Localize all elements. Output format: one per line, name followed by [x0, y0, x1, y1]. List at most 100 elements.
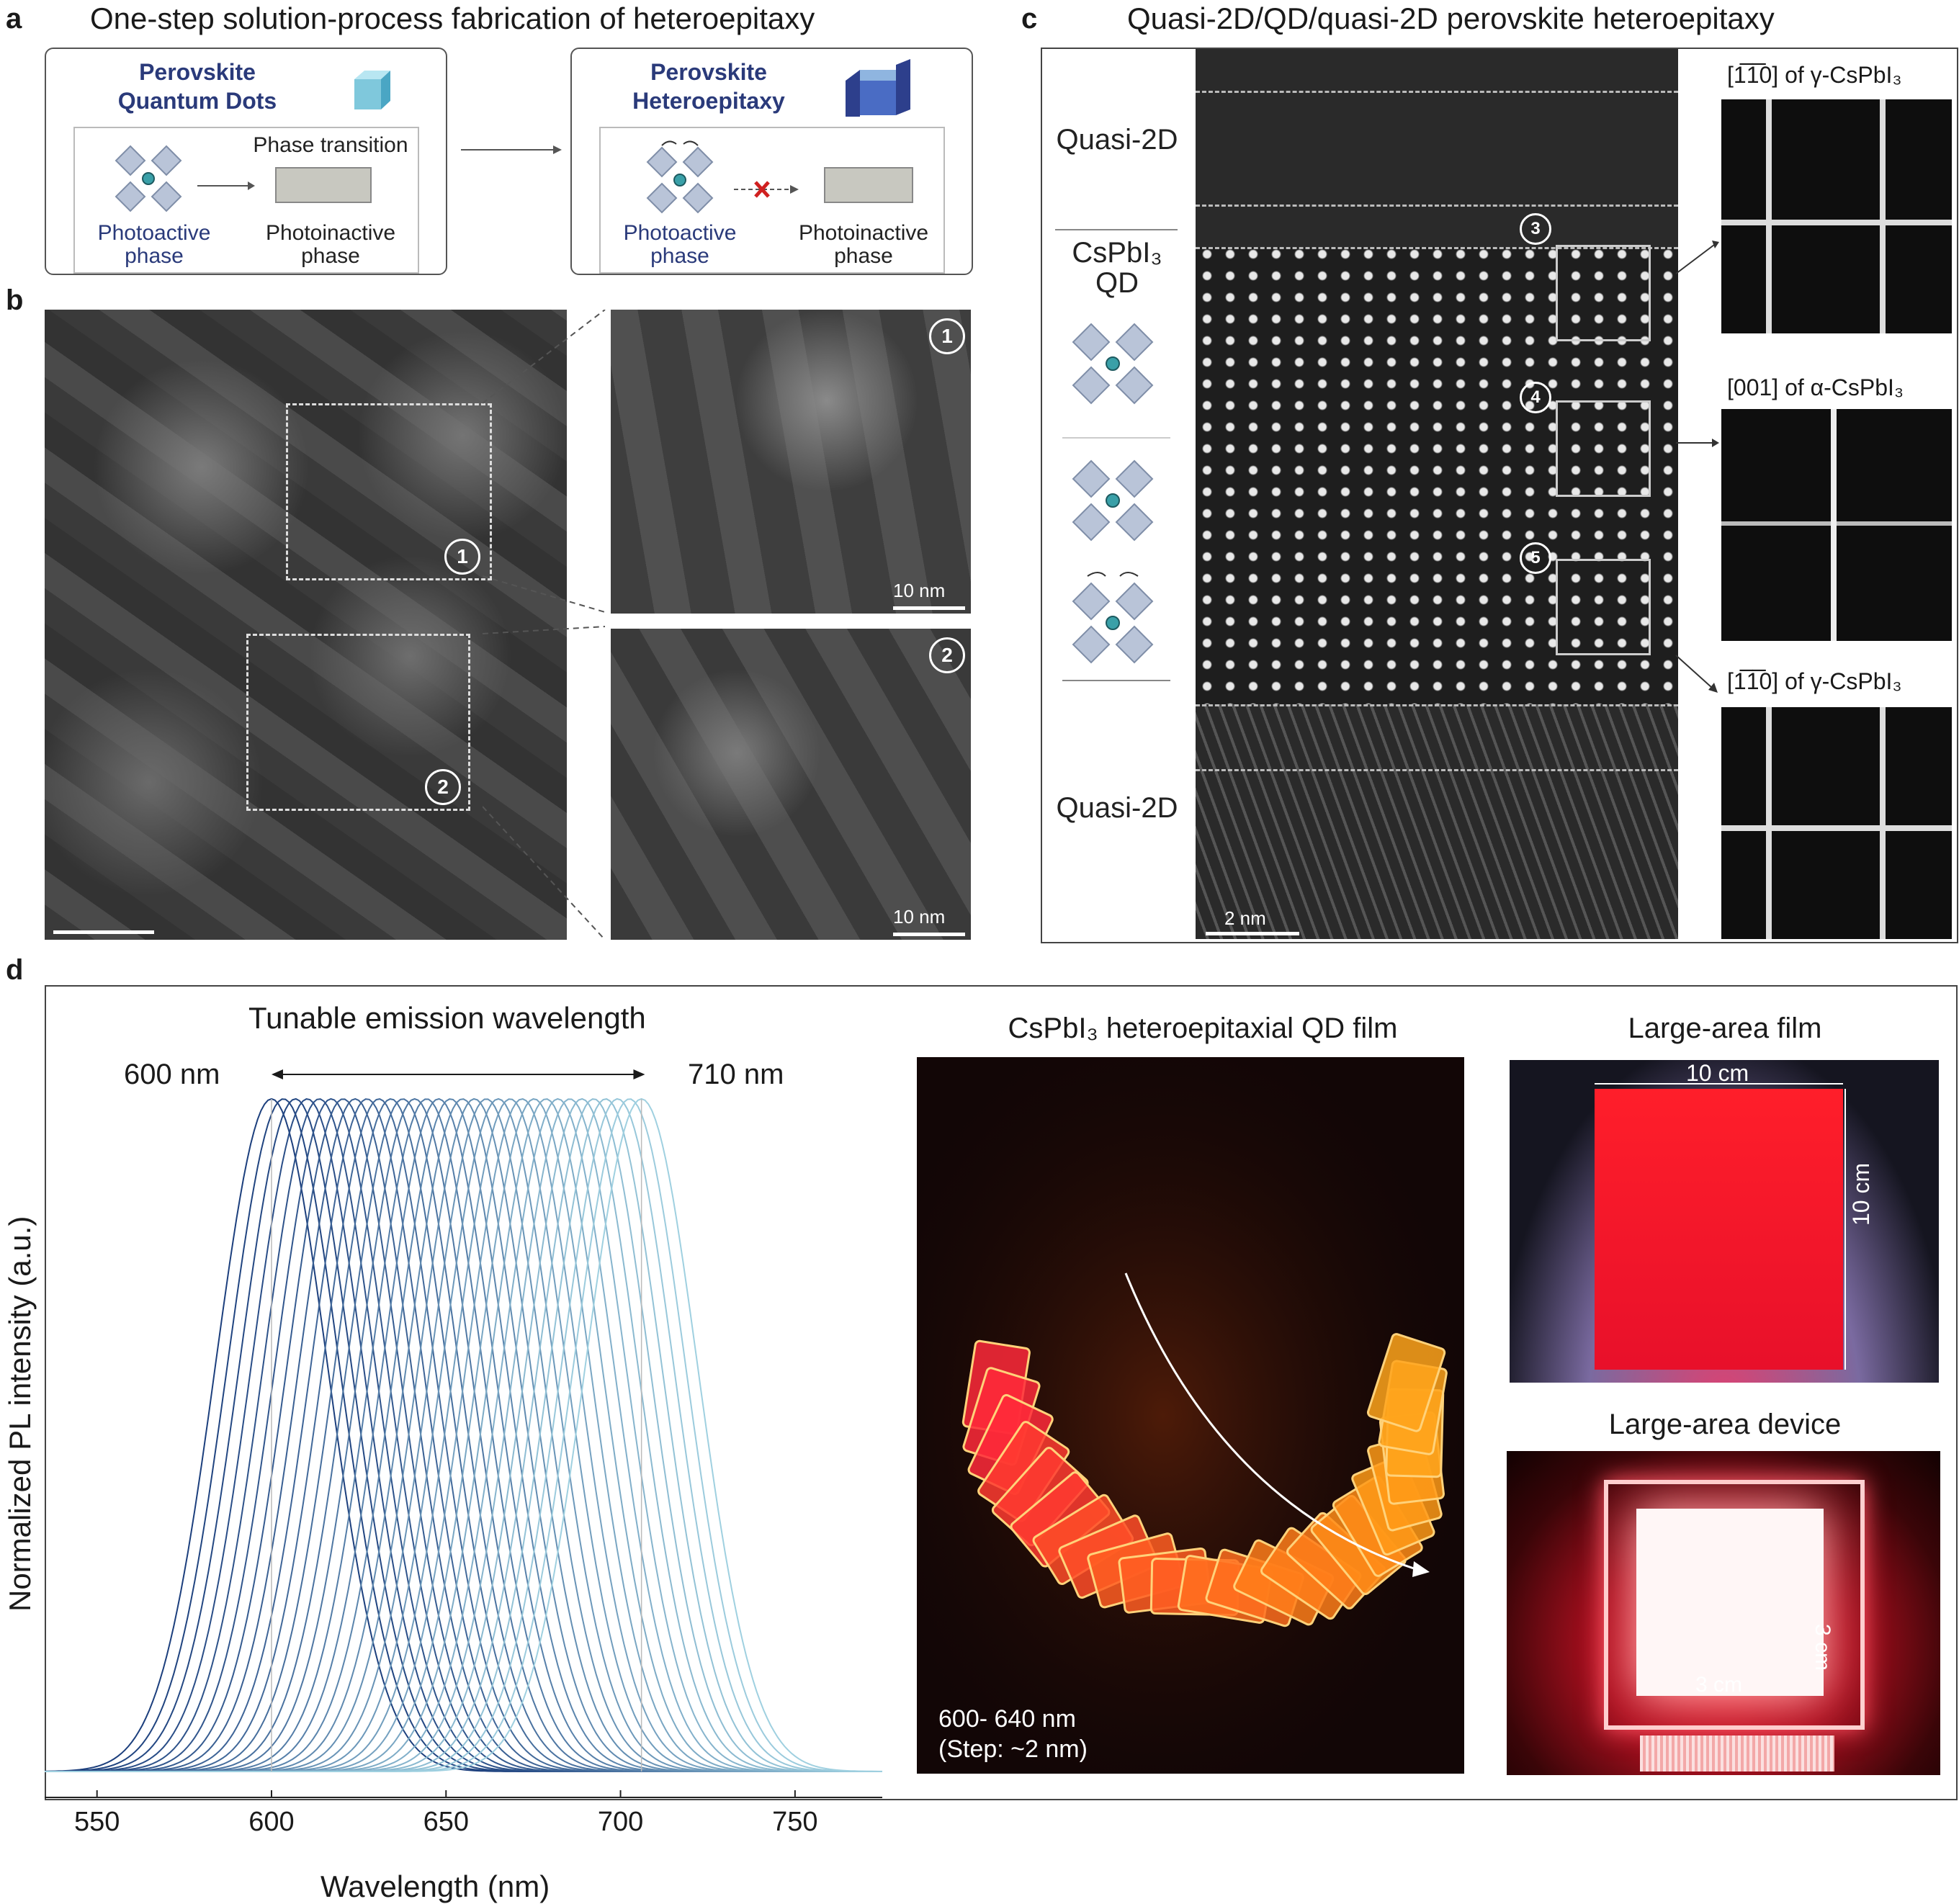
range-arrowhead-left: [271, 1069, 283, 1079]
octahedra-stack-icon: [1062, 310, 1170, 684]
qd-phase-transition: Phase transition: [253, 133, 408, 157]
x-tick-label-700: 700: [598, 1807, 643, 1837]
pl-curve-8: [45, 1097, 882, 1772]
heteroepitaxy-box: Perovskite Heteroepitaxy P: [570, 48, 973, 275]
red-film-square: [1595, 1089, 1843, 1370]
large-film-photo: 10 cm 10 cm: [1510, 1060, 1939, 1383]
pl-chart-svg: 550 600 650 700 750: [44, 985, 882, 1837]
film-photo-title: CsPbI₃ heteroepitaxial QD film: [1008, 1012, 1398, 1044]
hetero-photoactive: Photoactive phase: [608, 222, 752, 268]
qd-photoinactive: Photoinactive phase: [255, 222, 406, 268]
tem-overview-image: 1 2: [45, 310, 567, 940]
fft-inset-1: [1721, 99, 1952, 333]
x-tick-label-600: 600: [248, 1807, 294, 1837]
heteroepitaxy-icon: [838, 59, 918, 120]
fft-inset-3: [1721, 707, 1952, 939]
plot-frame: [45, 985, 879, 1797]
arrow-right-icon: [197, 179, 255, 197]
perovskite-octahedra-icon: [640, 137, 720, 216]
panel-c-title: Quasi-2D/QD/quasi-2D perovskite heteroep…: [1127, 1, 1775, 35]
qd-box: Perovskite Quantum Dots Phase transition…: [45, 48, 447, 275]
marker-5: 5: [1520, 542, 1551, 574]
label-quasi2d-top: Quasi-2D: [1056, 124, 1178, 156]
scale-bar: [893, 606, 965, 610]
divider: [1055, 229, 1178, 230]
qd-inner-frame: Phase transition Photoactive phase Photo…: [73, 127, 419, 274]
film-height-arrow: [1844, 1089, 1846, 1370]
film-tile: [1366, 1333, 1446, 1432]
film-photo: 600- 640 nm (Step: ~2 nm): [917, 1057, 1464, 1774]
film-caption-step: (Step: ~2 nm): [938, 1735, 1088, 1763]
tem-zoom-image-2: 2 10 nm: [611, 629, 971, 940]
inset-label-3: [1̅1̅0] of γ-CsPbI₃: [1727, 668, 1902, 694]
x-tick-label-750: 750: [772, 1807, 817, 1837]
inset-arrows: [1675, 238, 1721, 702]
large-film-title: Large-area film: [1628, 1012, 1822, 1044]
marker-1: 1: [444, 539, 480, 575]
quasi2d-top-region: [1196, 49, 1678, 247]
marker-2: 2: [425, 769, 461, 805]
film-width-arrow: [1595, 1083, 1843, 1085]
dashed-boundary: [1196, 91, 1678, 93]
dashed-boundary: [1196, 247, 1678, 249]
x-tick-label-650: 650: [423, 1807, 469, 1837]
film-width-label: 10 cm: [1686, 1060, 1749, 1086]
device-frame: [1604, 1480, 1865, 1730]
range-arrowhead-right: [633, 1069, 645, 1079]
arrow-right-icon: [461, 143, 562, 161]
inset-label-1: [1̅1̅0] of γ-CsPbI₃: [1727, 62, 1902, 88]
zoom-region-2: [246, 634, 470, 811]
device-width-label: 3 cm: [1695, 1673, 1743, 1697]
marker-1: 1: [929, 318, 965, 354]
panel-a-label: a: [6, 3, 22, 35]
hetero-photoactive-line1: Photoactive: [623, 221, 737, 245]
zoom-region-1: [286, 403, 492, 580]
scale-label: 10 nm: [893, 906, 946, 928]
chart-title: Tunable emission wavelength: [248, 1001, 646, 1035]
large-device-photo: 3 cm 3 cm: [1507, 1451, 1940, 1775]
marker-4: 4: [1520, 382, 1551, 413]
cube-icon: [349, 65, 399, 115]
label-cspbi3: CsPbI₃: [1072, 237, 1162, 269]
panel-c-label: c: [1021, 3, 1038, 35]
qd-photoinactive-line2: phase: [301, 244, 360, 268]
qd-header-line1: Perovskite: [139, 59, 256, 85]
hetero-photoinactive: Photoinactive phase: [788, 222, 939, 268]
device-height-label: 3 cm: [1811, 1624, 1834, 1671]
scale-bar: [893, 933, 965, 936]
hetero-photoactive-line2: phase: [650, 244, 709, 268]
dashed-boundary: [1196, 704, 1678, 706]
quasi2d-bottom-region: [1196, 704, 1678, 939]
scale-label: 2 nm: [1224, 907, 1266, 929]
panel-d-label: d: [6, 954, 24, 986]
panel-b-label: b: [6, 284, 24, 316]
inactive-phase-icon: [824, 167, 913, 203]
hetero-header-line2: Heteroepitaxy: [632, 88, 785, 114]
fft-inset-2: [1721, 409, 1952, 641]
film-caption-range: 600- 640 nm: [938, 1705, 1076, 1733]
label-cspbi3-qd: CsPbI₃ QD: [1041, 238, 1193, 298]
qd-photoactive: Photoactive phase: [82, 222, 226, 268]
label-quasi2d-bottom: Quasi-2D: [1056, 792, 1178, 824]
roi-box-4: [1556, 400, 1651, 497]
qd-header-line2: Quantum Dots: [117, 88, 277, 114]
scale-label: 10 nm: [893, 580, 946, 601]
zoom-connector-lines: [482, 309, 612, 943]
qd-header: Perovskite Quantum Dots: [75, 58, 320, 115]
inactive-phase-icon: [275, 167, 372, 203]
annotation-710nm: 710 nm: [688, 1059, 784, 1090]
hetero-photoinactive-line2: phase: [834, 244, 893, 268]
hetero-inner-frame: Photoactive phase Photoinactive phase: [599, 127, 945, 274]
hetero-header: Perovskite Heteroepitaxy: [601, 58, 817, 115]
tem-zoom-image-1: 1 10 nm: [611, 310, 971, 614]
annotation-600nm: 600 nm: [124, 1059, 220, 1090]
scale-bar: [53, 930, 154, 934]
scale-bar: [1206, 932, 1299, 935]
ruler: [1640, 1735, 1834, 1771]
x-tick-label-550: 550: [74, 1807, 120, 1837]
blocked-arrow-icon: [734, 179, 799, 204]
marker-2: 2: [929, 637, 965, 673]
qd-photoactive-line1: Photoactive: [97, 221, 211, 245]
pl-curves: [44, 1097, 882, 1772]
film-caption: 600- 640 nm (Step: ~2 nm): [938, 1704, 1088, 1764]
